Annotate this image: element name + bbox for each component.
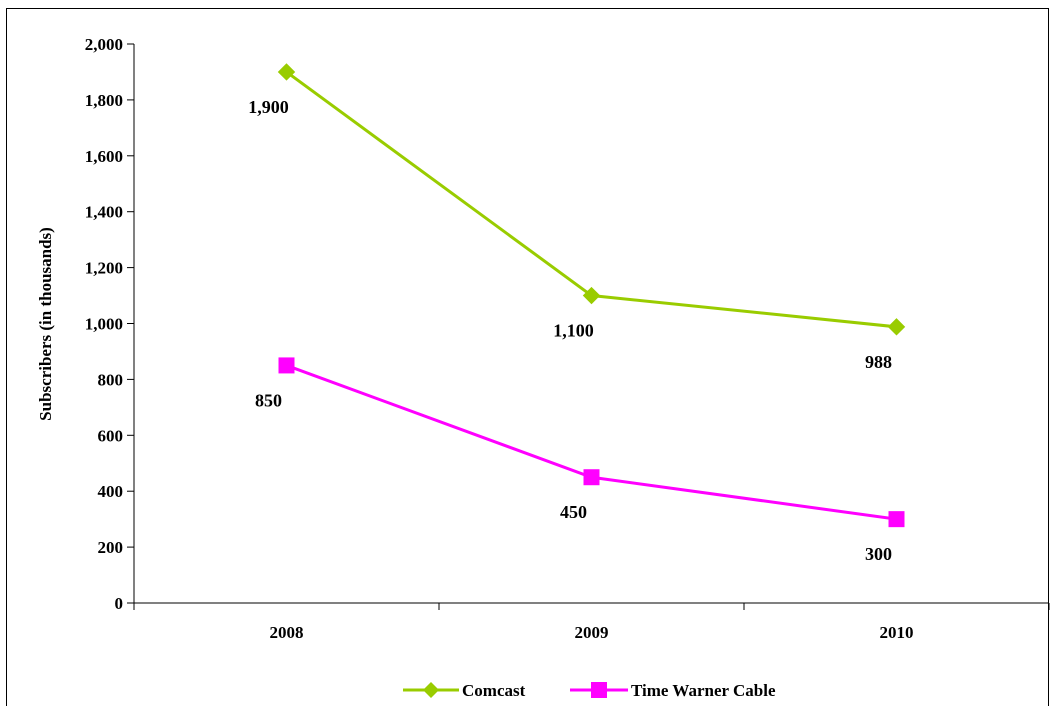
x-tick-label: 2008 [270, 623, 304, 642]
data-label-comcast: 988 [865, 352, 892, 372]
y-axis: 0 200 400 600 800 1,000 1,200 1,400 1,600 1,800 2,… [85, 35, 135, 613]
legend: Comcast Time Warner Cable [403, 681, 776, 700]
data-point-time-warner-cable [278, 357, 295, 374]
y-tick-label: 0 [115, 594, 124, 613]
data-label-time-warner-cable: 450 [560, 502, 587, 522]
data-point-time-warner-cable [888, 511, 905, 528]
y-tick-label: 200 [98, 538, 124, 557]
y-axis-title: Subscribers (in thousands) [36, 227, 55, 421]
y-tick-label: 1,800 [85, 91, 123, 110]
data-point-comcast [582, 286, 601, 305]
x-tick-label: 2010 [880, 623, 914, 642]
data-label-comcast: 1,100 [553, 321, 594, 341]
series-group: 1,900 1,100 988 850 450 300 [248, 63, 906, 564]
y-tick-label: 1,400 [85, 203, 123, 222]
data-point-time-warner-cable [583, 469, 600, 486]
legend-label-time-warner-cable: Time Warner Cable [631, 681, 776, 700]
y-tick-label: 800 [98, 370, 124, 389]
y-tick-label: 1,200 [85, 259, 123, 278]
series-line-time-warner-cable [285, 364, 897, 521]
legend-marker-time-warner-cable [591, 682, 607, 698]
data-label-time-warner-cable: 850 [255, 390, 282, 410]
legend-label-comcast: Comcast [462, 681, 526, 700]
y-tick-label: 400 [98, 482, 124, 501]
y-tick-label: 600 [98, 426, 124, 445]
data-point-comcast [277, 63, 296, 81]
y-tick-label: 2,000 [85, 35, 123, 54]
x-axis: 2008 2009 2010 [133, 602, 1050, 642]
legend-marker-comcast [423, 682, 439, 698]
data-label-time-warner-cable: 300 [865, 544, 892, 564]
x-tick-label: 2009 [575, 623, 609, 642]
y-tick-label: 1,600 [85, 147, 123, 166]
data-label-comcast: 1,900 [248, 97, 289, 117]
data-point-comcast [887, 318, 906, 336]
chart-frame [6, 8, 1049, 706]
y-tick-label: 1,000 [85, 315, 123, 334]
